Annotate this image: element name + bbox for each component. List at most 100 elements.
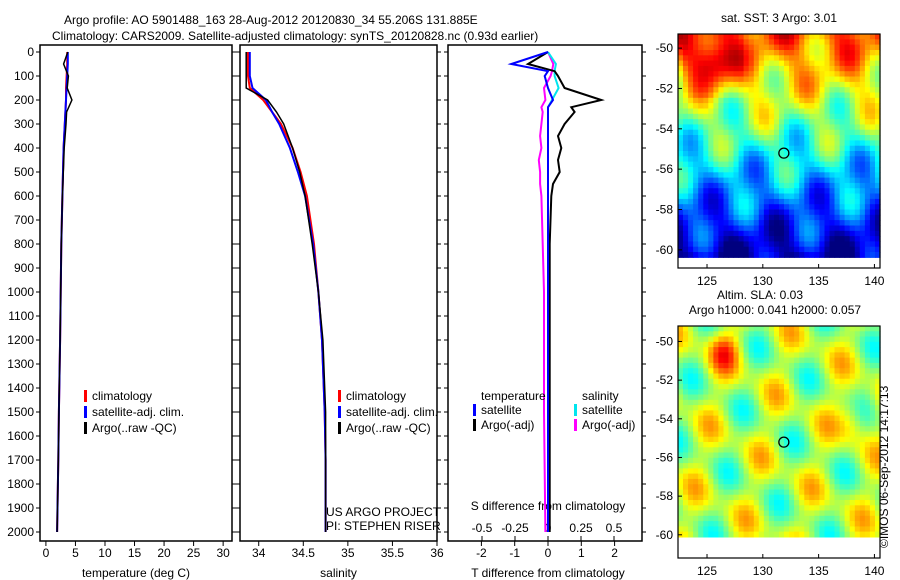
- sla-map-cell: [809, 457, 815, 464]
- sst-map-cell: [849, 230, 856, 237]
- sst-map-cell: [748, 193, 755, 200]
- sla-map-cell: [678, 426, 684, 433]
- sst-map-cell: [779, 252, 785, 258]
- sst-map-cell: [763, 161, 770, 168]
- sst-map-cell: [768, 71, 775, 78]
- sla-map-cell: [748, 373, 755, 380]
- sla-map-cell: [743, 420, 750, 427]
- sst-map-cell: [728, 44, 735, 51]
- sla-map-cell: [708, 341, 714, 348]
- sla-map-cell: [774, 405, 780, 411]
- sla-map-cell: [834, 463, 841, 469]
- sst-map-cell: [824, 161, 831, 168]
- sla-map-cell: [733, 362, 740, 369]
- sst-map-cell: [799, 103, 805, 109]
- sla-map-cell: [859, 426, 866, 433]
- sst-map-cell: [774, 39, 780, 46]
- sla-map-cell: [784, 531, 790, 538]
- sla-map-cell: [854, 463, 861, 469]
- sst-map-cell: [859, 145, 866, 152]
- sla-map-cell: [683, 389, 689, 396]
- sst-map-cell: [693, 198, 699, 205]
- sst-map-cell: [839, 177, 846, 184]
- sst-map-x-tick-label: 140: [864, 274, 884, 288]
- sst-map-cell: [864, 60, 871, 67]
- sla-map-cell: [733, 394, 740, 401]
- sst-map-cell: [869, 113, 876, 120]
- sla-map-cell: [809, 442, 815, 448]
- sla-map-cell: [753, 457, 760, 464]
- sst-map-cell: [693, 60, 699, 67]
- sst-map-cell: [763, 145, 770, 152]
- sla-map-cell: [839, 484, 846, 491]
- sst-map-cell: [708, 71, 714, 78]
- sla-map-cell: [789, 368, 795, 375]
- sst-map-cell: [799, 172, 805, 179]
- sla-map-cell: [758, 357, 765, 364]
- sst-map-cell: [809, 65, 815, 72]
- sla-map-cell: [688, 378, 694, 385]
- sla-map-cell: [768, 331, 775, 338]
- sst-map-cell: [784, 97, 790, 104]
- sla-map-cell: [738, 410, 745, 417]
- sst-map-cell: [698, 140, 704, 147]
- sst-map-cell: [829, 129, 836, 136]
- sla-map-cell: [763, 336, 770, 343]
- sla-map-cell: [748, 399, 755, 406]
- sst-map-cell: [708, 188, 714, 195]
- sla-map-cell: [875, 494, 881, 501]
- sla-map-cell: [733, 326, 740, 332]
- sla-map-cell: [738, 431, 745, 438]
- sla-map-cell: [733, 399, 740, 406]
- sst-map-cell: [839, 129, 846, 136]
- sst-map-cell: [774, 97, 780, 104]
- sst-map-cell: [784, 225, 790, 232]
- sst-map-cell: [809, 76, 815, 83]
- sst-map-cell: [738, 55, 745, 62]
- sla-map-cell: [779, 341, 785, 348]
- sla-map-cell: [713, 410, 719, 417]
- sst-map-cell: [869, 55, 876, 62]
- sla-map-cell: [733, 478, 740, 485]
- sla-map-cell: [683, 468, 689, 475]
- sla-map-cell: [748, 473, 755, 480]
- sst-map-cell: [854, 182, 861, 189]
- sst-map-cell: [758, 209, 765, 216]
- sst-map-cell: [864, 97, 871, 104]
- sla-map-cell: [748, 384, 755, 390]
- sla-map-cell: [834, 352, 841, 359]
- sst-map-cell: [799, 230, 805, 237]
- sla-map-cell: [683, 347, 689, 353]
- sla-map-cell: [804, 341, 810, 348]
- sst-map-cell: [688, 50, 694, 56]
- sst-map-cell: [834, 124, 841, 131]
- sla-map-cell: [869, 526, 876, 533]
- sla-map-cell: [789, 478, 795, 485]
- sla-map-cell: [703, 500, 709, 506]
- sla-map-cell: [844, 347, 851, 353]
- sla-map-cell: [819, 394, 825, 401]
- sla-map-cell: [789, 389, 795, 396]
- sla-map-cell: [804, 531, 810, 538]
- sla-map-cell: [824, 500, 831, 506]
- sst-map-cell: [819, 81, 825, 88]
- sla-map-cell: [789, 405, 795, 411]
- sst-map-cell: [834, 161, 841, 168]
- sst-map-cell: [849, 214, 856, 221]
- sst-map-cell: [718, 108, 724, 115]
- sst-map-cell: [678, 34, 684, 40]
- sla-map-cell: [733, 447, 740, 454]
- sst-map-cell: [688, 236, 694, 242]
- sla-map-cell: [763, 489, 770, 496]
- sst-map-cell: [849, 55, 856, 62]
- sla-map-cell: [784, 463, 790, 469]
- sla-map-cell: [859, 526, 866, 533]
- sst-map-cell: [804, 71, 810, 78]
- sla-map-cell: [708, 447, 714, 454]
- sst-map-cell: [844, 135, 851, 141]
- sla-map-cell: [698, 336, 704, 343]
- sst-map-cell: [834, 81, 841, 88]
- sst-map-cell: [819, 71, 825, 78]
- sst-map-cell: [839, 55, 846, 62]
- sla-map-cell: [774, 368, 780, 375]
